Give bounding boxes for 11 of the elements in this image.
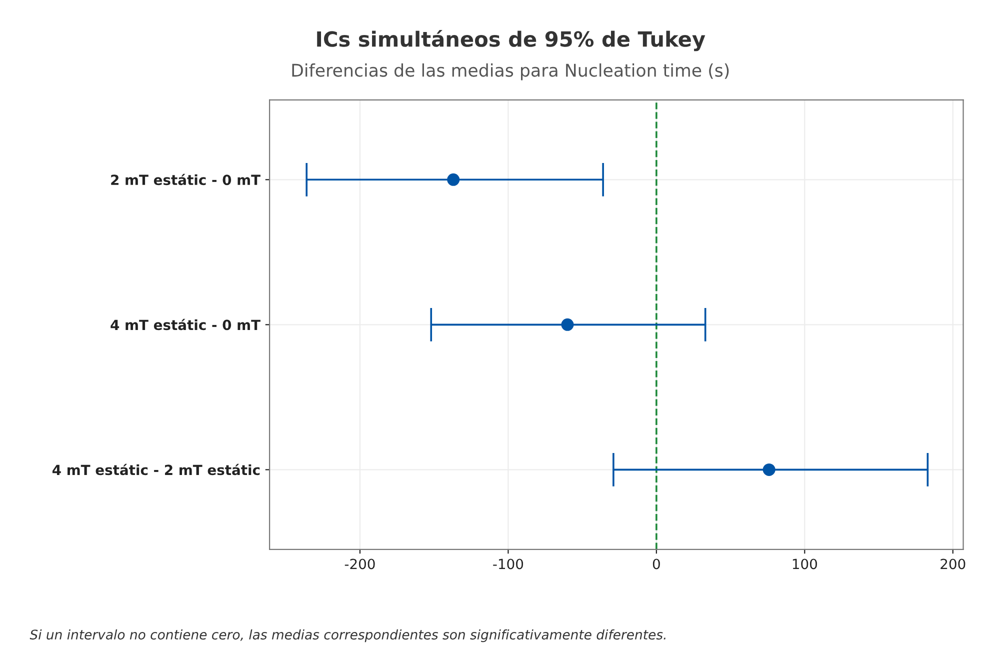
y-tick-label: 4 mT estátic - 0 mT [110, 318, 260, 330]
x-tick-label: -200 [344, 558, 375, 570]
x-tick-label: 0 [652, 558, 660, 570]
y-tick-label: 2 mT estátic - 0 mT [111, 174, 260, 186]
text: Si un intervalo no contiene cero, las medias correspondientes son significativamente diferentes. [30, 629, 666, 642]
y-tick-label: 4 mT estátic - 2 mT estátic [52, 464, 260, 476]
x-tick-label: 100 [792, 558, 817, 570]
chart-subtitle: Diferencias de las medias para Nucleation time (s) [292, 63, 729, 80]
chart-title: ICs simultáneos de 95% de Tukey [317, 30, 706, 52]
x-tick-label: 200 [940, 558, 966, 570]
x-tick-label: -100 [493, 558, 524, 570]
